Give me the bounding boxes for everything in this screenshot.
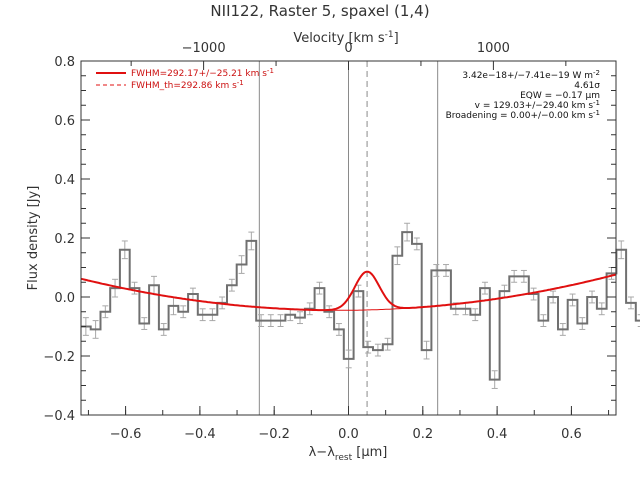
x-tick-label: −0.2	[258, 427, 290, 442]
fit-annotation: 3.42e−18+/−7.41e−19 W m-2	[462, 69, 600, 81]
fit-annotation: 4.61σ	[574, 81, 600, 91]
top-tick-label: −1000	[182, 41, 226, 56]
y-tick-label: 0.6	[54, 114, 75, 129]
spectrum-histogram	[81, 231, 640, 381]
x-tick-label: 0.6	[561, 427, 582, 442]
x-tick-label: 0.4	[487, 427, 508, 442]
chart-title: NII122, Raster 5, spaxel (1,4)	[210, 2, 429, 20]
y-axis-label: Flux density [Jy]	[26, 186, 41, 291]
y-tick-label: −0.2	[43, 350, 75, 365]
y-tick-label: 0.2	[54, 232, 75, 247]
y-tick-label: 0.8	[54, 55, 75, 70]
top-tick-label: 0	[344, 41, 352, 56]
y-tick-label: 0.4	[54, 173, 75, 188]
x-tick-label: 0.2	[412, 427, 433, 442]
legend-entry: FWHM=292.17+/−25.21 km s-1	[131, 67, 274, 79]
x-tick-label: −0.6	[110, 427, 142, 442]
fit-annotation: v = 129.03+/−29.40 km s-1	[475, 99, 600, 111]
fit-annotation: Broadening = 0.00+/−0.00 km s-1	[446, 109, 600, 121]
fit-annotation: EQW = −0.17 μm	[520, 91, 600, 101]
y-tick-label: 0.0	[54, 291, 75, 306]
x-tick-label: 0.0	[338, 427, 359, 442]
gaussian-fit-line	[80, 270, 617, 312]
top-tick-label: 1000	[477, 41, 510, 56]
y-tick-label: −0.4	[43, 409, 75, 424]
plot-area	[80, 61, 640, 415]
x-axis-label: λ−λrest [μm]	[309, 445, 388, 463]
top-axis-label: Velocity [km s-1]	[293, 30, 398, 46]
legend-entry: FWHM_th=292.86 km s-1	[131, 79, 244, 91]
x-tick-label: −0.4	[184, 427, 216, 442]
